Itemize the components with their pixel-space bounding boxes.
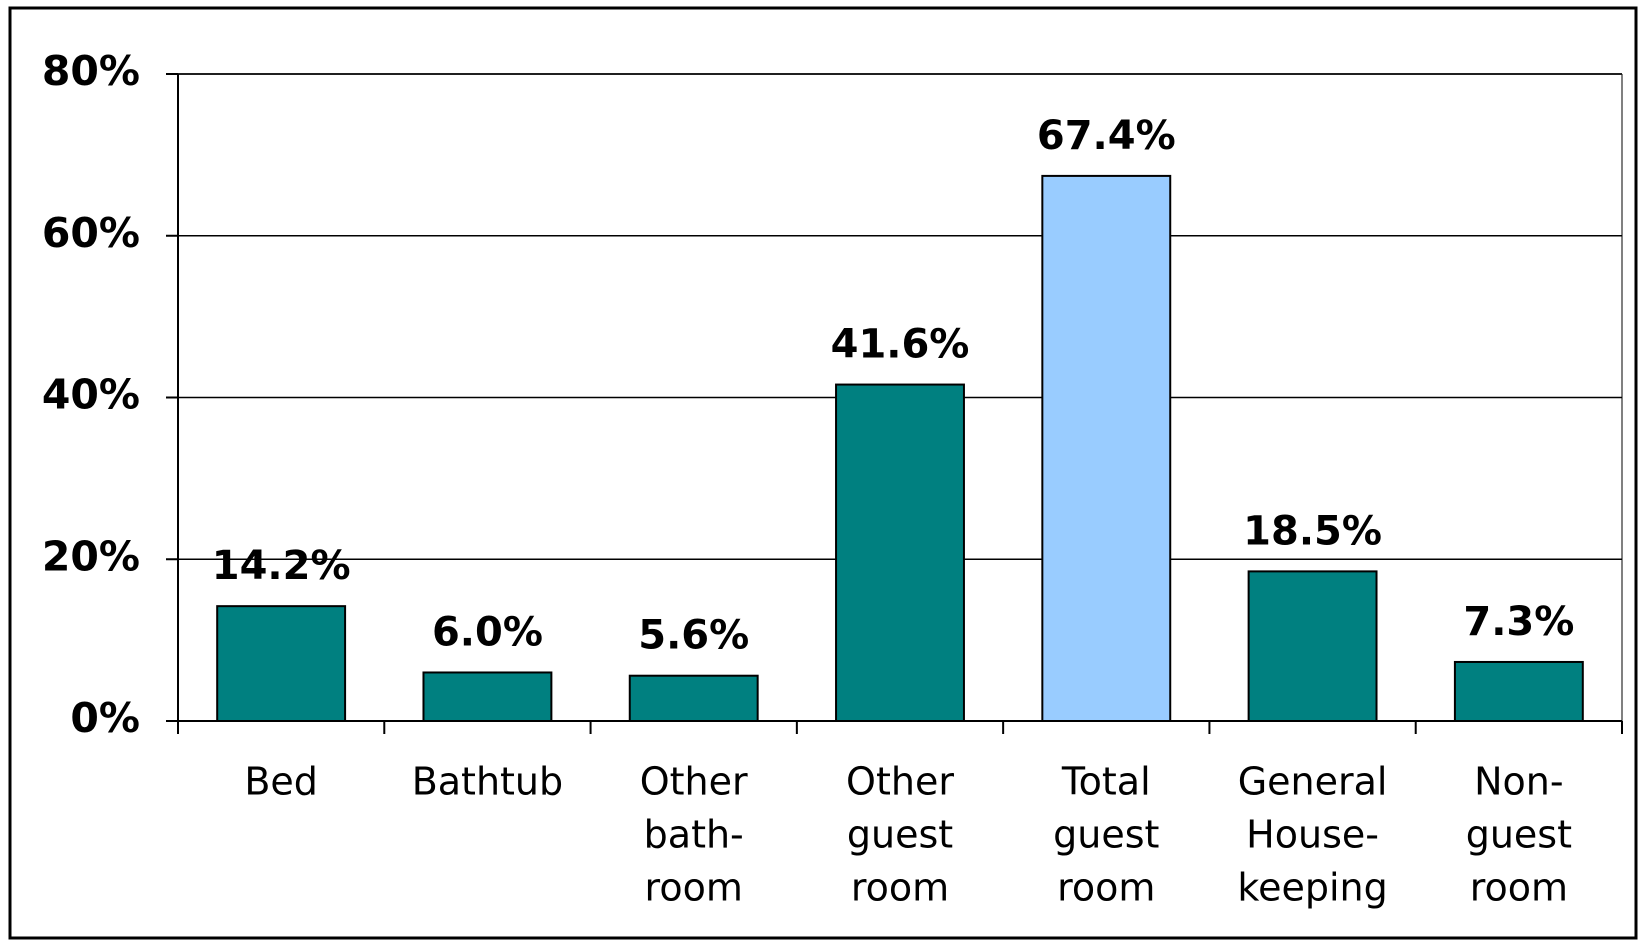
bar: [628, 674, 759, 723]
x-tick-label: room: [1057, 866, 1155, 910]
x-tick-label: guest: [1466, 813, 1572, 857]
value-label: 18.5%: [1243, 508, 1382, 554]
x-tick-label: Other: [640, 760, 748, 804]
y-tick-label: 40%: [42, 371, 140, 419]
x-tick-label: room: [851, 866, 949, 910]
bar: [1247, 570, 1378, 722]
y-tick-label: 20%: [42, 532, 140, 580]
bar: [216, 605, 347, 722]
x-tick-label: bath-: [644, 813, 744, 857]
x-tick-label: House-: [1246, 813, 1379, 857]
value-label: 14.2%: [212, 543, 351, 589]
x-tick-label: Non-: [1474, 760, 1563, 804]
value-label: 6.0%: [432, 609, 543, 655]
x-tick-label: Other: [846, 760, 954, 804]
x-tick-label: guest: [1053, 813, 1159, 857]
x-tick-label: Bed: [244, 760, 318, 804]
bar: [422, 671, 553, 722]
x-tick-label: room: [1470, 866, 1568, 910]
bar: [1041, 174, 1172, 722]
bar: [835, 383, 965, 722]
bar: [1453, 660, 1584, 722]
value-label: 5.6%: [638, 613, 749, 659]
x-tick-label: keeping: [1237, 866, 1387, 910]
value-label: 41.6%: [831, 322, 970, 368]
x-tick-label: Bathtub: [412, 760, 563, 804]
x-tick-label: guest: [847, 813, 953, 857]
x-tick-label: Total: [1061, 760, 1151, 804]
value-label: 67.4%: [1037, 113, 1176, 159]
y-tick-label: 60%: [42, 209, 140, 257]
y-tick-label: 80%: [42, 47, 140, 95]
value-label: 7.3%: [1463, 599, 1574, 645]
chart-border: [8, 6, 1638, 940]
x-tick-label: General: [1238, 760, 1388, 804]
y-tick-label: 0%: [70, 694, 140, 742]
x-tick-label: room: [645, 866, 743, 910]
